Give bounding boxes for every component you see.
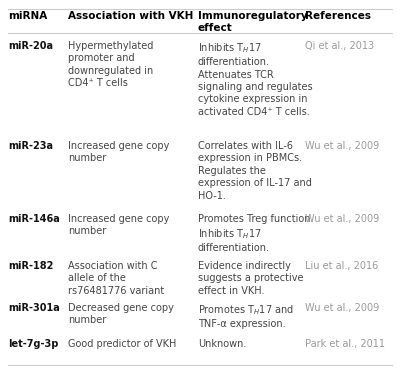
Text: Association with VKH: Association with VKH bbox=[68, 11, 193, 21]
Text: miR-146a: miR-146a bbox=[8, 214, 60, 224]
Text: Association with C
allele of the
rs76481776 variant: Association with C allele of the rs76481… bbox=[68, 261, 164, 296]
Text: Wu et al., 2009: Wu et al., 2009 bbox=[305, 303, 379, 313]
Text: Increased gene copy
number: Increased gene copy number bbox=[68, 141, 169, 163]
Text: Hypermethylated
promoter and
downregulated in
CD4⁺ T cells: Hypermethylated promoter and downregulat… bbox=[68, 41, 153, 88]
Text: Inhibits T$_H$17
differentiation.
Attenuates TCR
signaling and regulates
cytokin: Inhibits T$_H$17 differentiation. Attenu… bbox=[198, 41, 313, 117]
Text: Correlates with IL-6
expression in PBMCs.
Regulates the
expression of IL-17 and
: Correlates with IL-6 expression in PBMCs… bbox=[198, 141, 312, 201]
Text: let-7g-3p: let-7g-3p bbox=[8, 339, 58, 349]
Text: Evidence indirectly
suggests a protective
effect in VKH.: Evidence indirectly suggests a protectiv… bbox=[198, 261, 304, 296]
Text: Unknown.: Unknown. bbox=[198, 339, 246, 349]
Text: miR-23a: miR-23a bbox=[8, 141, 53, 151]
Text: Wu et al., 2009: Wu et al., 2009 bbox=[305, 141, 379, 151]
Text: Immunoregulatory
effect: Immunoregulatory effect bbox=[198, 11, 308, 33]
Text: miR-301a: miR-301a bbox=[8, 303, 60, 313]
Text: Increased gene copy
number: Increased gene copy number bbox=[68, 214, 169, 236]
Text: Decreased gene copy
number: Decreased gene copy number bbox=[68, 303, 174, 325]
Text: Wu et al., 2009: Wu et al., 2009 bbox=[305, 214, 379, 224]
Text: Qi et al., 2013: Qi et al., 2013 bbox=[305, 41, 374, 51]
Text: Good predictor of VKH: Good predictor of VKH bbox=[68, 339, 176, 349]
Text: References: References bbox=[305, 11, 371, 21]
Text: Promotes T$_H$17 and
TNF-α expression.: Promotes T$_H$17 and TNF-α expression. bbox=[198, 303, 294, 329]
Text: Liu et al., 2016: Liu et al., 2016 bbox=[305, 261, 378, 271]
Text: Park et al., 2011: Park et al., 2011 bbox=[305, 339, 385, 349]
Text: miR-20a: miR-20a bbox=[8, 41, 53, 51]
Text: miR-182: miR-182 bbox=[8, 261, 53, 271]
Text: miRNA: miRNA bbox=[8, 11, 47, 21]
Text: Promotes Treg function.
Inhibits T$_H$17
differentiation.: Promotes Treg function. Inhibits T$_H$17… bbox=[198, 214, 314, 253]
